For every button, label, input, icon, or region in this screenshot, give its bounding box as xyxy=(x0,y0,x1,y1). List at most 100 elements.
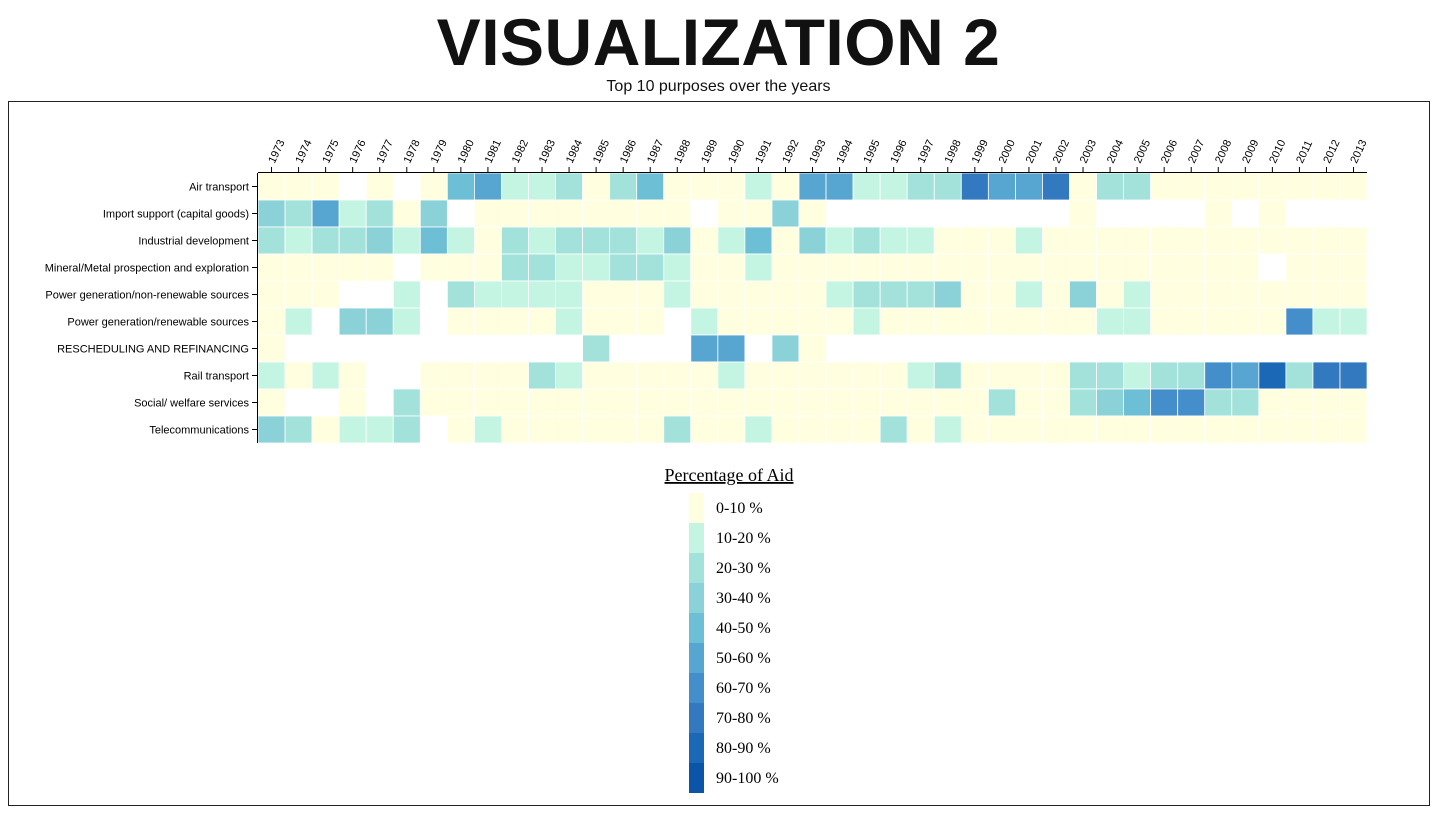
heatmap-cell xyxy=(1150,226,1179,255)
legend-label: 70-80 % xyxy=(716,710,771,727)
heatmap-cell xyxy=(1231,226,1260,255)
heatmap-cell xyxy=(906,226,935,255)
heatmap-cell xyxy=(1285,253,1314,282)
x-tick-label: 1977 xyxy=(375,138,396,165)
x-tick-label: 1991 xyxy=(753,138,774,165)
heatmap-cell xyxy=(1015,280,1043,309)
x-tick-label: 2003 xyxy=(1078,138,1099,165)
heatmap-cell xyxy=(987,388,1016,417)
heatmap-cell xyxy=(1015,415,1043,444)
heatmap-cell xyxy=(311,280,340,309)
heatmap-cell xyxy=(1123,361,1152,390)
heatmap-cell xyxy=(1204,280,1233,309)
heatmap-cell xyxy=(609,172,638,201)
heatmap-cell xyxy=(582,253,611,282)
heatmap-cell xyxy=(392,199,421,228)
heatmap-cell xyxy=(1231,253,1260,282)
heatmap-cell xyxy=(257,226,286,255)
heatmap-cell xyxy=(744,280,773,309)
heatmap-cell xyxy=(1204,199,1233,228)
heatmap-cell xyxy=(419,199,448,228)
heatmap-cell xyxy=(555,172,583,201)
heatmap-cell xyxy=(798,361,827,390)
heatmap-cell xyxy=(1042,280,1070,309)
legend-swatch xyxy=(689,703,704,733)
heatmap-cell xyxy=(1312,307,1341,336)
heatmap-cell xyxy=(690,280,719,309)
heatmap-cell xyxy=(473,199,502,228)
heatmap-cell xyxy=(609,361,638,390)
heatmap-cell xyxy=(717,199,746,228)
heatmap-cell xyxy=(1231,415,1260,444)
legend-swatch xyxy=(689,613,704,643)
heatmap-cell xyxy=(284,415,313,444)
legend-swatch xyxy=(689,523,704,553)
heatmap-cell xyxy=(1069,280,1097,309)
heatmap-cell xyxy=(852,226,881,255)
heatmap-cell xyxy=(1015,307,1043,336)
heatmap-cell xyxy=(311,199,340,228)
heatmap-cell xyxy=(690,361,719,390)
heatmap-cell xyxy=(555,199,583,228)
heatmap-cell xyxy=(609,307,638,336)
heatmap-cell xyxy=(473,253,502,282)
heatmap-cell xyxy=(960,361,989,390)
heatmap-cell xyxy=(1096,280,1125,309)
heatmap-cell xyxy=(933,280,962,309)
heatmap-cell xyxy=(798,280,827,309)
heatmap-cell xyxy=(852,307,881,336)
heatmap-cell xyxy=(744,415,773,444)
heatmap-cell xyxy=(1312,415,1341,444)
heatmap-cell xyxy=(1069,415,1097,444)
heatmap-cell xyxy=(744,388,773,417)
legend-label: 60-70 % xyxy=(716,680,771,697)
heatmap-cell xyxy=(663,361,692,390)
heatmap-cell xyxy=(1096,226,1125,255)
heatmap-cell xyxy=(1096,388,1125,417)
heatmap-cell xyxy=(906,415,935,444)
x-tick-label: 1973 xyxy=(266,138,287,165)
heatmap-cell xyxy=(717,415,746,444)
heatmap-cell xyxy=(771,253,800,282)
x-tick-label: 1975 xyxy=(320,138,341,165)
heatmap-cell xyxy=(446,388,475,417)
heatmap-cell xyxy=(528,253,556,282)
heatmap-cell xyxy=(744,361,773,390)
heatmap-cell xyxy=(825,388,854,417)
heatmap-cell xyxy=(555,280,583,309)
heatmap-cell xyxy=(1339,226,1368,255)
heatmap-cell xyxy=(392,415,421,444)
x-tick-label: 2011 xyxy=(1294,139,1315,166)
legend-swatch xyxy=(689,583,704,613)
heatmap-cell xyxy=(852,280,881,309)
heatmap-cell xyxy=(555,415,583,444)
heatmap-cell xyxy=(609,388,638,417)
heatmap-cell xyxy=(528,199,556,228)
heatmap-cell xyxy=(1231,280,1260,309)
legend-swatch xyxy=(689,493,704,523)
heatmap-cell xyxy=(528,172,556,201)
heatmap-cell xyxy=(501,280,529,309)
heatmap-cell xyxy=(365,226,394,255)
heatmap-chart: 1973 1974 1975 1976 1977 1978 1979 1980 1981 1982… xyxy=(45,138,1370,793)
heatmap-cell xyxy=(1177,361,1206,390)
heatmap-cell xyxy=(1015,361,1043,390)
heatmap-cell xyxy=(582,415,611,444)
heatmap-cell xyxy=(1312,388,1341,417)
heatmap-cell xyxy=(771,361,800,390)
heatmap-cell xyxy=(284,307,313,336)
legend-label: 50-60 % xyxy=(716,650,771,667)
y-tick-label: Telecommunications xyxy=(149,425,249,437)
heatmap-cell xyxy=(1339,172,1368,201)
heatmap-cell xyxy=(1204,388,1233,417)
legend-swatch xyxy=(689,643,704,673)
heatmap-cell xyxy=(744,253,773,282)
heatmap-cell xyxy=(1069,307,1097,336)
heatmap-cell xyxy=(392,280,421,309)
heatmap-cell xyxy=(1258,172,1287,201)
heatmap-cell xyxy=(1285,361,1314,390)
heatmap-cell xyxy=(609,199,638,228)
heatmap-cell xyxy=(473,388,502,417)
heatmap-cell xyxy=(1258,307,1287,336)
heatmap-cell xyxy=(636,307,665,336)
